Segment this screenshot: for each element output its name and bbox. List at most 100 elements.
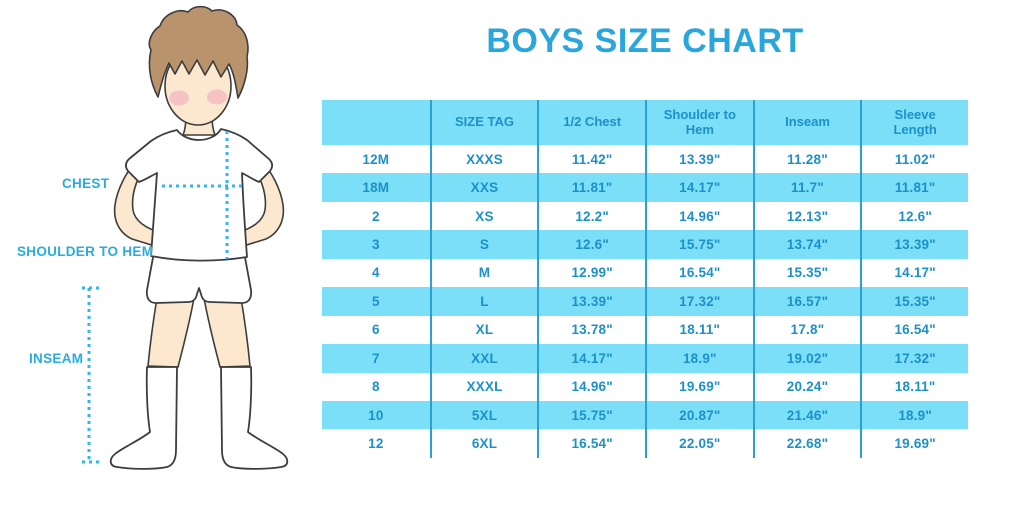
row-value-cell: XXXL [429, 372, 538, 401]
row-value-cell: S [429, 230, 538, 259]
row-value-cell: 18.9" [860, 400, 968, 430]
row-value-cell: 5XL [429, 400, 538, 430]
row-value-cell: 13.74" [752, 230, 861, 259]
row-size-cell: 6 [371, 322, 380, 338]
row-size-cell: 18M [362, 180, 390, 196]
row-value-cell: 13.39" [644, 145, 753, 174]
row-value-cell: 14.17" [860, 258, 968, 288]
row-value-cell: XXXS [429, 145, 538, 174]
table-row: 6 XL 13.78" 18.11" 17.8" 16.54" [322, 315, 968, 345]
page-title: BOYS SIZE CHART [486, 22, 804, 60]
row-size-cell: 5 [371, 293, 380, 309]
table-header-cell: Inseam [752, 100, 861, 145]
row-size-cell: 4 [371, 265, 380, 281]
row-value-cell: 18.11" [860, 372, 968, 401]
row-value-cell: 11.02" [860, 145, 968, 174]
row-value-cell: 6XL [429, 429, 538, 458]
size-table: SIZE TAG 1/2 Chest Shoulder to Hem Inseam Sl… [322, 100, 968, 458]
row-value-cell: 11.81" [860, 173, 968, 202]
row-value-cell: 17.8" [752, 315, 861, 345]
row-value-cell: 14.17" [537, 344, 645, 373]
boy-left-leg [147, 297, 195, 368]
row-value-cell: 18.11" [644, 315, 753, 345]
table-row: 10 5XL 15.75" 20.87" 21.46" 18.9" [322, 400, 968, 430]
row-value-cell: 14.96" [537, 372, 645, 401]
table-header-cell: 1/2 Chest [537, 100, 645, 145]
row-size-cell: 8 [371, 379, 380, 395]
row-value-cell: 12.2" [537, 201, 645, 231]
boy-illustration [82, 5, 289, 470]
row-value-cell: 12.6" [860, 201, 968, 231]
row-value-cell: XS [429, 201, 538, 231]
row-value-cell: 11.28" [752, 145, 861, 174]
row-value-cell: 15.75" [644, 230, 753, 259]
boy-right-sock [220, 366, 289, 470]
row-value-cell: 18.9" [644, 344, 753, 373]
row-value-cell: 11.81" [537, 173, 645, 202]
row-value-cell: 16.54" [860, 315, 968, 345]
row-value-cell: 21.46" [752, 400, 861, 430]
row-value-cell: 20.87" [644, 400, 753, 430]
row-value-cell: L [429, 287, 538, 316]
row-value-cell: 19.69" [860, 429, 968, 458]
row-value-cell: 13.39" [860, 230, 968, 259]
row-size-cell: 7 [371, 350, 380, 366]
table-row: 8 XXXL 14.96" 19.69" 20.24" 18.11" [322, 372, 968, 401]
boy-shorts [145, 251, 253, 304]
table-row: 18M XXS 11.81" 14.17" 11.7" 11.81" [322, 173, 968, 202]
inseam-label: INSEAM [29, 351, 84, 366]
table-row: 12 6XL 16.54" 22.05" 22.68" 19.69" [322, 429, 968, 458]
row-size-cell: 12M [362, 151, 390, 167]
row-size-cell: 3 [371, 237, 380, 253]
boy-right-cheek [207, 89, 227, 105]
row-value-cell: 20.24" [752, 372, 861, 401]
boy-right-leg [203, 297, 251, 368]
table-row: 4 M 12.99" 16.54" 15.35" 14.17" [322, 258, 968, 288]
row-value-cell: XXL [429, 344, 538, 373]
table-row: 7 XXL 14.17" 18.9" 19.02" 17.32" [322, 344, 968, 373]
row-value-cell: 13.39" [537, 287, 645, 316]
boy-shirt [124, 128, 274, 262]
shoulder-to-hem-label: SHOULDER TO HEM [17, 244, 154, 259]
row-value-cell: 12.99" [537, 258, 645, 288]
row-value-cell: 19.02" [752, 344, 861, 373]
table-header-cell: SIZE TAG [429, 100, 538, 145]
row-size-cell: 2 [371, 208, 380, 224]
row-value-cell: 17.32" [860, 344, 968, 373]
row-value-cell: 15.75" [537, 400, 645, 430]
boy-hair [148, 5, 249, 99]
table-header-cell: Sleeve Length [860, 100, 968, 145]
table-row: 5 L 13.39" 17.32" 16.57" 15.35" [322, 287, 968, 316]
row-value-cell: 14.17" [644, 173, 753, 202]
row-size-cell: 12 [368, 436, 384, 452]
boy-left-cheek [169, 90, 189, 106]
row-value-cell: 16.54" [644, 258, 753, 288]
row-value-cell: 16.57" [752, 287, 861, 316]
table-row: 12M XXXS 11.42" 13.39" 11.28" 11.02" [322, 145, 968, 174]
row-value-cell: 13.78" [537, 315, 645, 345]
boy-left-sock [109, 366, 178, 470]
table-row: 3 S 12.6" 15.75" 13.74" 13.39" [322, 230, 968, 259]
row-value-cell: 15.35" [752, 258, 861, 288]
row-value-cell: 11.42" [537, 145, 645, 174]
row-value-cell: 12.13" [752, 201, 861, 231]
row-value-cell: M [429, 258, 538, 288]
row-value-cell: 16.54" [537, 429, 645, 458]
row-value-cell: 22.05" [644, 429, 753, 458]
table-header-cell [322, 100, 430, 145]
row-value-cell: 22.68" [752, 429, 861, 458]
row-value-cell: 12.6" [537, 230, 645, 259]
table-header-cell: Shoulder to Hem [644, 100, 753, 145]
chest-label: CHEST [62, 176, 110, 191]
table-header-row: SIZE TAG 1/2 Chest Shoulder to Hem Inseam Sl… [322, 100, 968, 145]
row-value-cell: 14.96" [644, 201, 753, 231]
row-value-cell: 17.32" [644, 287, 753, 316]
row-value-cell: 15.35" [860, 287, 968, 316]
row-value-cell: XL [429, 315, 538, 345]
row-value-cell: XXS [429, 173, 538, 202]
row-value-cell: 11.7" [752, 173, 861, 202]
table-row: 2 XS 12.2" 14.96" 12.13" 12.6" [322, 201, 968, 231]
row-value-cell: 19.69" [644, 372, 753, 401]
row-size-cell: 10 [368, 407, 384, 423]
